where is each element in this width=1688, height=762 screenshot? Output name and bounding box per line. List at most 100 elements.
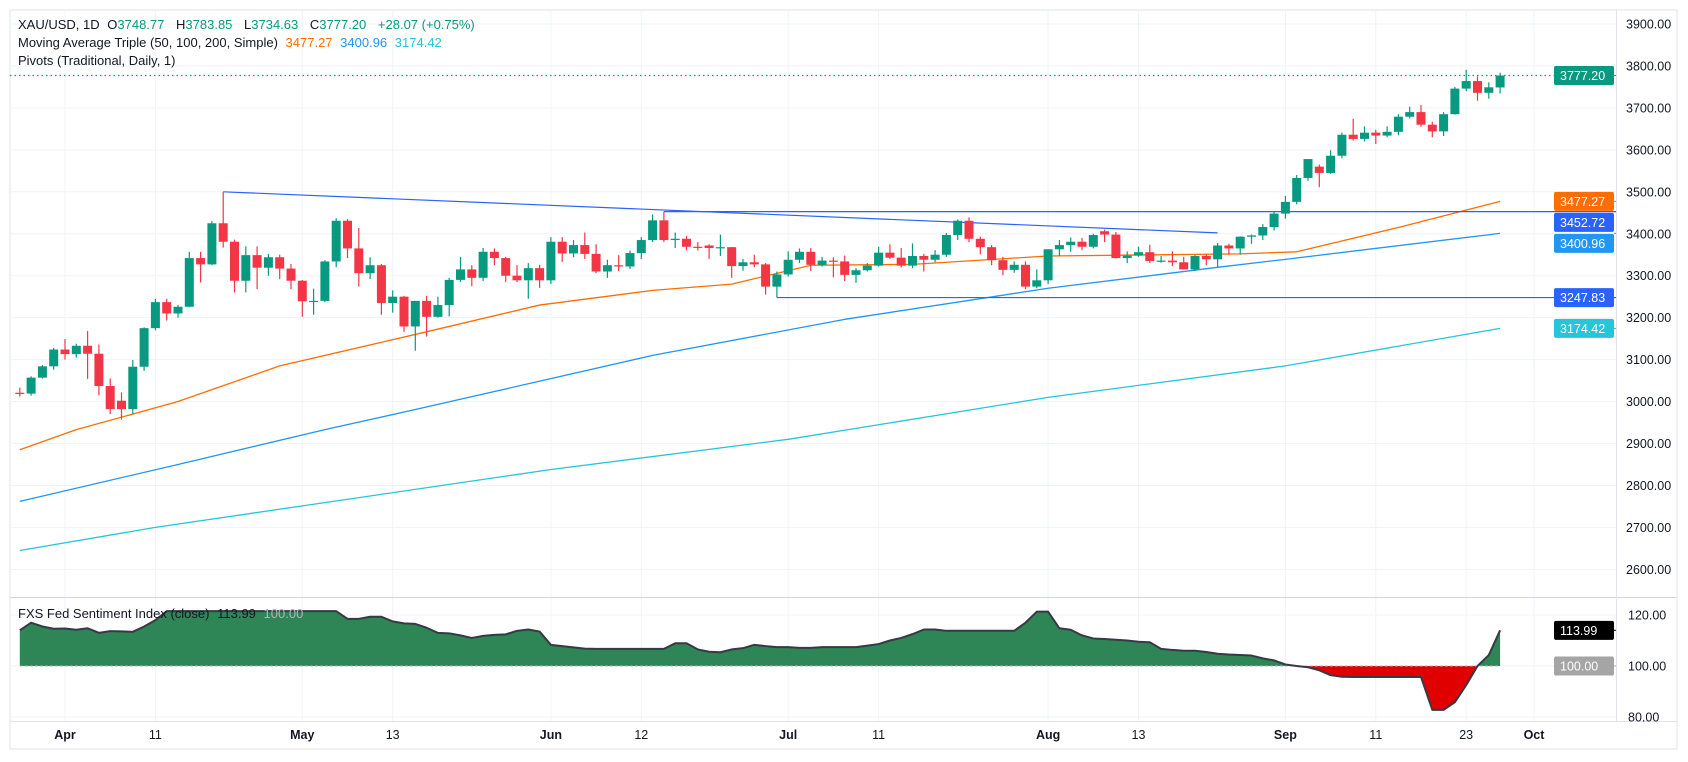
candle[interactable]	[1292, 175, 1302, 205]
candle[interactable]	[478, 248, 488, 282]
candle[interactable]	[1111, 232, 1121, 259]
candle[interactable]	[410, 300, 420, 351]
candle[interactable]	[591, 244, 601, 274]
candle[interactable]	[297, 279, 307, 317]
price-badge[interactable]: 3777.20	[1554, 66, 1616, 86]
candle[interactable]	[1179, 256, 1189, 270]
candle[interactable]	[874, 246, 884, 267]
candle[interactable]	[862, 263, 872, 272]
candle[interactable]	[704, 244, 714, 259]
candle[interactable]	[1122, 251, 1132, 264]
candle[interactable]	[1416, 104, 1426, 127]
candle[interactable]	[1326, 150, 1336, 174]
candle[interactable]	[1405, 106, 1415, 119]
sentiment-badge[interactable]: 113.99	[1554, 620, 1616, 640]
candle[interactable]	[783, 251, 793, 277]
candle[interactable]	[546, 237, 556, 285]
candle[interactable]	[941, 232, 951, 257]
candle[interactable]	[489, 248, 499, 266]
candle[interactable]	[320, 260, 330, 303]
candle[interactable]	[1473, 76, 1482, 101]
candle[interactable]	[749, 254, 759, 268]
candle[interactable]	[828, 257, 838, 278]
candle[interactable]	[1167, 251, 1177, 267]
candle[interactable]	[557, 237, 567, 262]
candle[interactable]	[252, 246, 262, 290]
candle[interactable]	[71, 343, 81, 358]
candle[interactable]	[919, 253, 929, 272]
candle[interactable]	[795, 248, 804, 264]
candle[interactable]	[806, 248, 816, 272]
candle[interactable]	[376, 263, 386, 315]
candle[interactable]	[1303, 159, 1313, 181]
candle[interactable]	[727, 247, 737, 278]
indicator-legend[interactable]: FXS Fed Sentiment Index (close) 113.99 1…	[18, 605, 307, 623]
candle[interactable]	[1077, 237, 1087, 251]
candle[interactable]	[1134, 246, 1143, 257]
candle[interactable]	[1348, 118, 1358, 141]
candle[interactable]	[670, 232, 680, 249]
candle[interactable]	[1201, 254, 1211, 266]
candle[interactable]	[1054, 240, 1064, 256]
candle[interactable]	[1461, 69, 1471, 92]
candle[interactable]	[37, 365, 47, 379]
candle[interactable]	[343, 219, 352, 259]
candle[interactable]	[139, 327, 149, 371]
candle[interactable]	[1371, 129, 1381, 144]
candle[interactable]	[1066, 237, 1076, 252]
price-badge[interactable]: 3174.42	[1554, 318, 1616, 338]
candle[interactable]	[286, 263, 296, 290]
candle[interactable]	[1213, 242, 1223, 267]
candle[interactable]	[1450, 86, 1460, 115]
candle[interactable]	[693, 242, 703, 251]
candle[interactable]	[309, 288, 319, 315]
candle[interactable]	[1100, 229, 1110, 243]
candle[interactable]	[602, 259, 612, 278]
candle[interactable]	[83, 331, 93, 379]
candle[interactable]	[625, 250, 635, 269]
candle[interactable]	[1247, 234, 1256, 244]
candle[interactable]	[1393, 114, 1403, 136]
sentiment-pane[interactable]	[19, 610, 1502, 711]
candle[interactable]	[1021, 261, 1030, 290]
candle[interactable]	[1088, 233, 1098, 249]
candle[interactable]	[761, 263, 771, 295]
candle[interactable]	[682, 235, 691, 251]
pivots-legend[interactable]: Pivots (Traditional, Daily, 1)	[18, 52, 180, 70]
candle[interactable]	[998, 256, 1008, 276]
candle[interactable]	[1382, 126, 1392, 138]
candle[interactable]	[15, 387, 25, 397]
candle[interactable]	[501, 256, 511, 282]
candle[interactable]	[569, 240, 578, 258]
candle[interactable]	[60, 339, 70, 360]
candle[interactable]	[241, 246, 251, 293]
candle[interactable]	[444, 277, 454, 317]
candle[interactable]	[1484, 82, 1494, 99]
candle[interactable]	[207, 221, 217, 266]
candle[interactable]	[150, 298, 160, 331]
candle[interactable]	[964, 217, 974, 243]
candle[interactable]	[1258, 224, 1268, 241]
candle[interactable]	[1032, 269, 1042, 289]
candle[interactable]	[388, 290, 398, 313]
candle[interactable]	[851, 268, 861, 283]
candle[interactable]	[1009, 261, 1019, 273]
candle[interactable]	[117, 392, 126, 420]
candle[interactable]	[365, 257, 375, 280]
price-badge[interactable]: 3400.96	[1554, 232, 1616, 253]
candle[interactable]	[1280, 195, 1290, 219]
candle[interactable]	[105, 378, 115, 415]
candle[interactable]	[523, 263, 533, 299]
candle[interactable]	[331, 218, 341, 268]
candle[interactable]	[1495, 72, 1505, 94]
candle[interactable]	[987, 245, 997, 266]
candle[interactable]	[1156, 255, 1166, 263]
candle[interactable]	[1427, 121, 1437, 138]
candle[interactable]	[648, 214, 658, 243]
candle[interactable]	[885, 244, 895, 259]
candle[interactable]	[535, 264, 545, 288]
candle[interactable]	[1337, 132, 1347, 159]
price-badge[interactable]: 3477.27	[1554, 191, 1616, 211]
candle[interactable]	[1190, 254, 1200, 272]
